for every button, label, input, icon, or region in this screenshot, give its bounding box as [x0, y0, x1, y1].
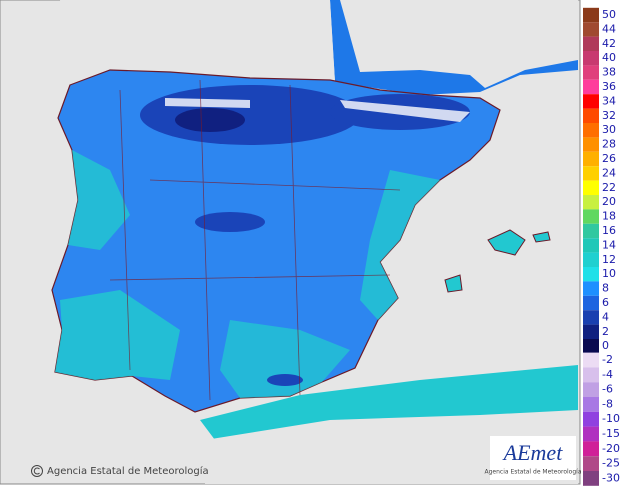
legend-label: -20	[602, 442, 620, 455]
legend-label: 12	[602, 253, 616, 266]
legend-swatch	[583, 367, 599, 383]
legend-swatch	[583, 339, 599, 354]
legend-swatch	[583, 324, 599, 339]
legend-label: 14	[602, 238, 616, 251]
legend-swatch	[583, 352, 599, 368]
legend-label: 50	[602, 8, 616, 21]
cold-region	[175, 108, 245, 132]
ibiza	[444, 274, 463, 293]
legend-swatch	[583, 252, 599, 267]
legend-label: -6	[602, 383, 613, 396]
copyright-icon	[33, 467, 40, 475]
legend-swatch	[583, 310, 599, 325]
legend-swatch	[583, 65, 599, 80]
legend-swatch	[583, 382, 599, 397]
legend-swatch	[583, 51, 599, 66]
legend-swatch	[583, 195, 599, 210]
legend-label: -30	[602, 471, 620, 484]
legend-label: 20	[602, 195, 616, 208]
warm-region	[55, 290, 180, 380]
legend-swatch	[583, 471, 599, 486]
legend-swatch	[583, 426, 599, 442]
legend-swatch	[583, 456, 599, 471]
legend-swatch	[583, 238, 599, 253]
legend-label: 40	[602, 51, 616, 64]
legend-swatch	[583, 151, 599, 167]
legend-label: -10	[602, 412, 620, 425]
mallorca	[487, 229, 526, 256]
legend-label: 4	[602, 310, 609, 323]
legend-swatch	[583, 36, 599, 51]
menorca	[532, 231, 551, 243]
legend-swatch	[583, 7, 599, 23]
legend-label: 38	[602, 66, 616, 79]
legend-label: 36	[602, 80, 616, 93]
legend-label: 18	[602, 210, 616, 223]
legend-swatch	[583, 123, 599, 138]
cold-region	[267, 374, 303, 386]
africa	[205, 410, 578, 484]
legend-label: 0	[602, 339, 609, 352]
legend-label: -2	[602, 353, 613, 366]
legend-swatch	[583, 295, 599, 311]
warm-region	[360, 170, 440, 320]
legend-swatch	[583, 223, 599, 239]
legend-swatch	[583, 166, 599, 181]
snow	[165, 98, 470, 122]
warm-region	[220, 320, 350, 398]
logo-subtitle: Agencia Estatal de Meteorología	[485, 469, 582, 476]
legend-swatch	[583, 79, 599, 95]
legend-swatch	[583, 267, 599, 282]
legend-swatch	[583, 411, 599, 427]
legend-label: 6	[602, 296, 609, 309]
cold-region	[195, 212, 265, 232]
legend-swatch	[583, 281, 599, 296]
legend-label: -15	[602, 427, 620, 440]
sea-atlantic	[60, 0, 335, 85]
copyright-icon	[31, 465, 43, 477]
legend-label: 10	[602, 267, 616, 280]
legend-label: 30	[602, 123, 616, 136]
legend-label: 44	[602, 22, 616, 35]
legend-swatch	[583, 397, 599, 412]
legend-label: -25	[602, 457, 620, 470]
legend-label: -4	[602, 368, 613, 381]
legend-label: 32	[602, 109, 616, 122]
legend-swatch	[583, 137, 599, 152]
legend-swatch	[583, 22, 599, 37]
logo-name: AEmet	[502, 440, 564, 465]
legend-label: 22	[602, 181, 616, 194]
legend-swatch	[583, 209, 599, 224]
legend-label: 24	[602, 166, 616, 179]
region-borders	[109, 79, 401, 401]
logo-box	[490, 436, 576, 480]
legend-label: -8	[602, 397, 613, 410]
warm-region	[68, 150, 130, 250]
legend-swatch	[583, 180, 599, 195]
legend-label: 34	[602, 94, 616, 107]
legend-label: 42	[602, 37, 616, 50]
copyright-text: Agencia Estatal de Meteorología	[47, 465, 209, 477]
legend: 5044424038363432302826242220181614121086…	[583, 7, 620, 486]
legend-swatch	[583, 441, 599, 457]
legend-label: 28	[602, 138, 616, 151]
legend-label: 16	[602, 224, 616, 237]
legend-swatch	[583, 94, 599, 109]
legend-label: 26	[602, 152, 616, 165]
cold-region	[140, 85, 360, 145]
legend-swatch	[583, 108, 599, 123]
legend-label: 2	[602, 325, 609, 338]
legend-label: 8	[602, 282, 609, 295]
france	[340, 0, 578, 88]
